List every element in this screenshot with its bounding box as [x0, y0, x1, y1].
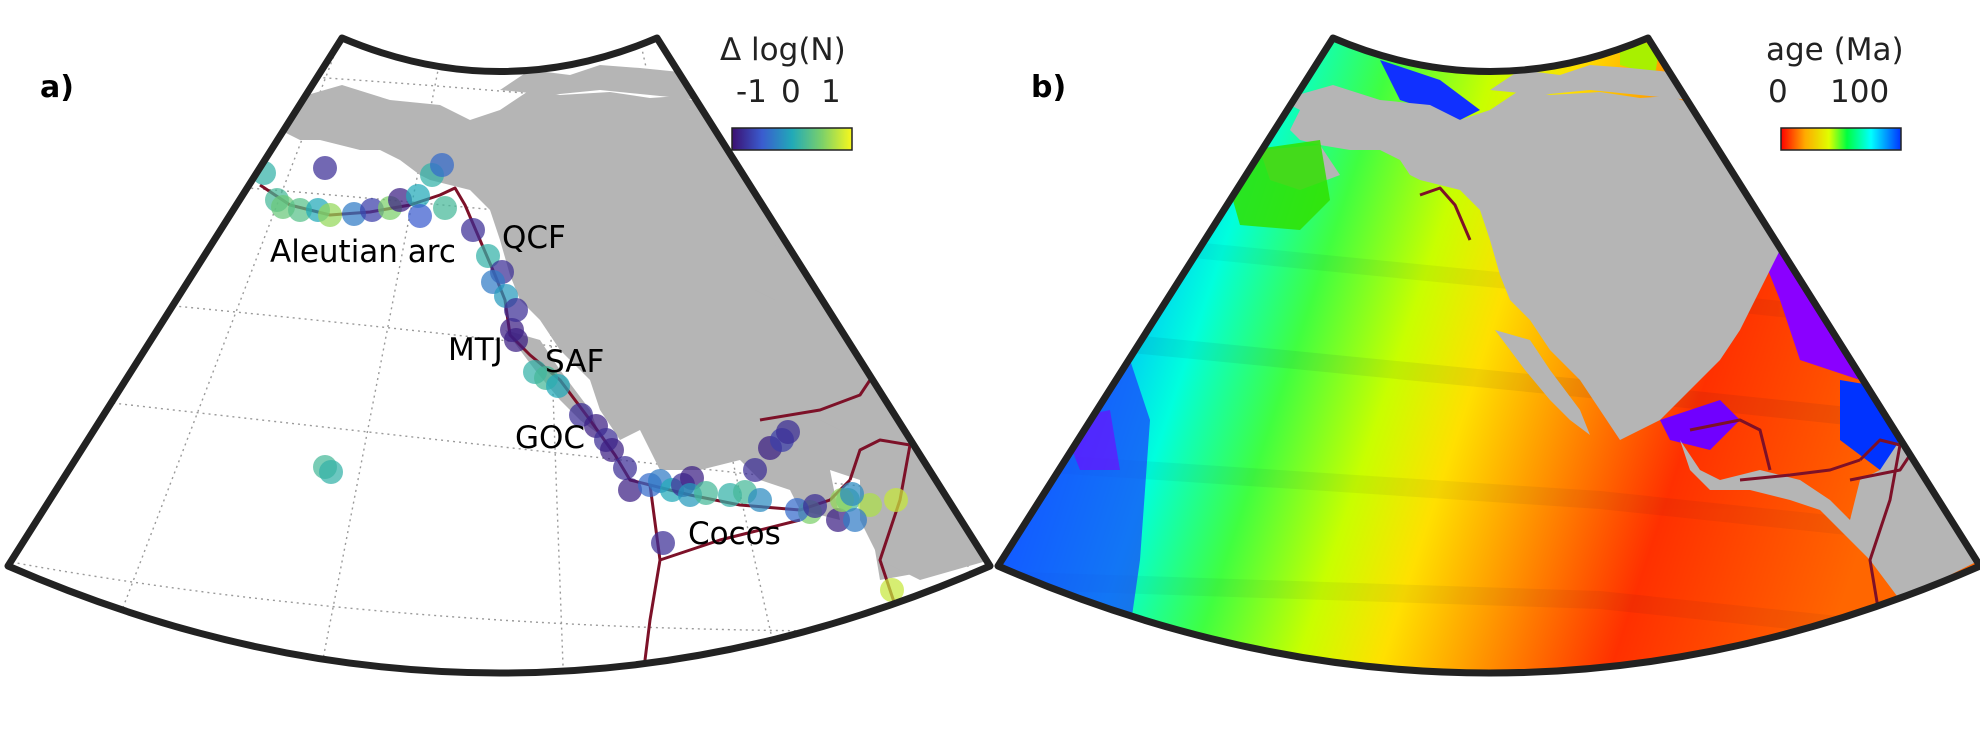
earthquake-marker	[408, 204, 432, 228]
earthquake-marker	[342, 202, 366, 226]
earthquake-marker	[430, 153, 454, 177]
earthquake-marker	[785, 498, 809, 522]
map-frame-b	[994, 34, 1980, 677]
map-panel-a: Aleutian arc QCF MTJ SAF GOC Cocos a) Δ …	[4, 32, 994, 677]
earthquake-marker	[880, 578, 904, 602]
earthquake-marker	[803, 494, 827, 518]
panel-label-b: b)	[1031, 70, 1066, 105]
colorbar-b-tick-1: 100	[1830, 74, 1889, 110]
label-cocos: Cocos	[688, 516, 781, 552]
earthquake-markers	[252, 153, 908, 632]
earthquake-marker	[826, 508, 850, 532]
colorbar-b-title: age (Ma)	[1766, 32, 1904, 68]
earthquake-marker	[388, 188, 412, 212]
earthquake-marker	[600, 438, 624, 462]
earthquake-marker	[504, 298, 528, 322]
panel-label-a: a)	[40, 70, 74, 105]
label-saf: SAF	[545, 344, 604, 380]
label-goc: GOC	[515, 420, 585, 456]
map-frame-a	[4, 34, 994, 677]
earthquake-marker	[748, 488, 772, 512]
earthquake-marker	[858, 493, 882, 517]
map-panel-b: b) age (Ma) 0 100	[994, 32, 1980, 677]
colorbar-a-tick-2: 1	[821, 74, 841, 110]
earthquake-marker	[288, 198, 312, 222]
label-aleutian-arc: Aleutian arc	[270, 234, 456, 270]
earthquake-marker	[776, 420, 800, 444]
earthquake-marker	[843, 508, 867, 532]
earthquake-marker	[743, 458, 767, 482]
colorbar-b: age (Ma) 0 100	[1766, 32, 1904, 151]
colorbar-a: Δ log(N) -1 0 1	[720, 32, 853, 151]
earthquake-marker	[433, 196, 457, 220]
earthquake-marker	[360, 198, 384, 222]
earthquake-marker	[313, 156, 337, 180]
colorbar-b-gradient	[1780, 127, 1902, 151]
colorbar-b-tick-0: 0	[1768, 74, 1788, 110]
earthquake-marker	[476, 244, 500, 268]
colorbar-a-gradient	[731, 127, 853, 151]
earthquake-marker	[318, 203, 342, 227]
colorbar-a-title: Δ log(N)	[720, 32, 846, 68]
earthquake-marker	[319, 460, 343, 484]
earthquake-marker	[884, 488, 908, 512]
earthquake-marker	[461, 218, 485, 242]
colorbar-a-tick-0: -1	[736, 74, 767, 110]
earthquake-marker	[840, 482, 864, 506]
label-mtj: MTJ	[448, 332, 503, 368]
earthquake-marker	[504, 328, 528, 352]
earthquake-marker	[618, 478, 642, 502]
earthquake-marker	[694, 481, 718, 505]
earthquake-marker	[406, 184, 430, 208]
earthquake-marker	[651, 531, 675, 555]
earthquake-marker	[613, 456, 637, 480]
earthquake-marker	[546, 374, 570, 398]
label-qcf: QCF	[502, 220, 566, 256]
colorbar-a-tick-1: 0	[781, 74, 801, 110]
